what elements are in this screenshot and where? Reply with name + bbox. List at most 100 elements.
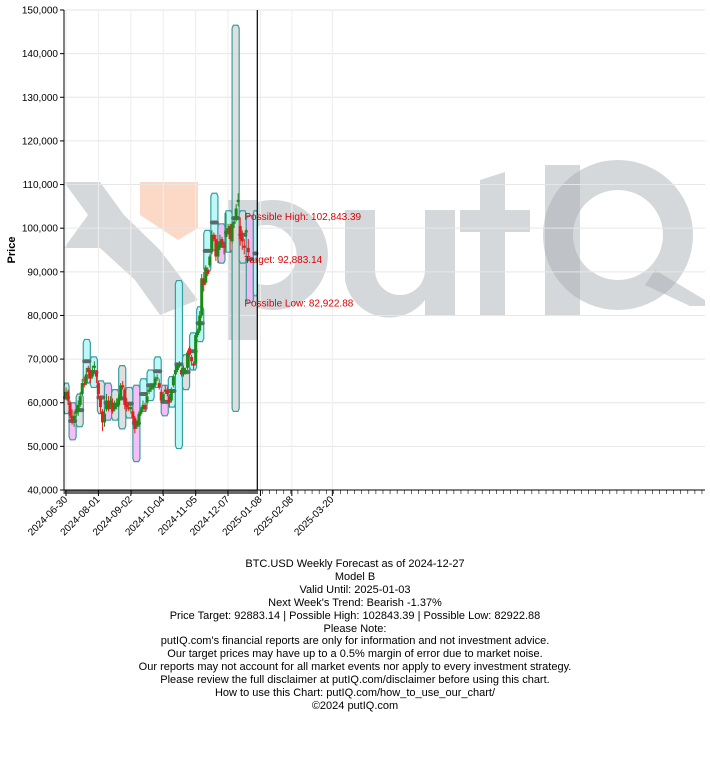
candle-body [78,396,82,405]
candle-body [121,385,125,388]
candle-body [105,400,109,410]
candle-body [226,228,230,231]
candle-body [173,370,177,375]
grid-lines [64,9,705,491]
watermark-q [542,159,694,310]
candle-body [155,377,159,379]
y-tick-label: 60,000 [27,398,58,409]
candle-body [141,404,145,410]
candle-body [210,234,214,253]
y-tick-label: 100,000 [22,224,59,235]
candle-body [220,239,224,244]
candle-body [188,348,192,355]
footer-line: BTC.USD Weekly Forecast as of 2024-12-27 [245,558,465,570]
footer-line: Price Target: 92883.14 | Possible High: … [169,609,541,622]
candle-body [72,415,76,421]
putiq-watermark-logo [64,159,705,340]
footer-line: Our target prices may have up to a 0.5% … [167,648,543,661]
watermark-u [345,210,455,318]
candle-body [242,245,246,248]
candle-body [202,278,206,285]
candle-body [212,234,216,240]
candle-body [236,199,240,202]
candle-body [196,330,200,336]
candle-body [230,223,234,242]
candle-body [216,245,220,257]
candle-body [198,315,202,331]
candle-body [96,383,100,394]
candle-body [74,409,78,414]
x-tick-label: 2025-03-20 [293,494,337,538]
y-tick-label: 150,000 [22,6,59,17]
candle-body [92,365,96,368]
candle-body [109,400,113,405]
candle-body [131,411,135,418]
forecast-annotation: Target: 92,883.14 [244,255,322,266]
candle-body [234,208,238,220]
candle-body [68,402,72,416]
candle-body [157,383,161,388]
candle-body [143,404,147,410]
watermark-x-left [64,182,124,248]
candle-body [204,267,208,283]
candle-body [206,269,210,274]
candle-body [147,389,151,392]
candle-body [153,378,157,386]
y-tick-label: 120,000 [22,136,59,147]
candle-body [240,236,244,242]
candle-body [145,396,149,403]
candle-body [137,413,141,425]
candle-body [98,398,102,408]
candle-body [194,335,198,364]
footer-line: Please review the full disclaimer at put… [160,674,550,687]
candle-body [190,356,194,362]
candle-body [86,367,90,373]
price-candles [64,193,250,434]
y-tick-label: 90,000 [27,267,58,278]
candle-body [125,404,129,408]
candle-body [76,404,80,412]
candle-body [82,383,86,386]
candle-body [135,424,139,427]
candle-body [161,394,165,401]
candle-body [214,239,218,257]
candle-body [129,407,133,410]
candle-body [159,391,163,401]
footer-line: Next Week's Trend: Bearish -1.37% [268,596,442,609]
candle-body [88,372,92,379]
y-tick-label: 80,000 [27,311,58,322]
footer-line: Please Note: [323,622,387,635]
watermark-q-tail [645,270,705,306]
candle-body [100,411,104,423]
y-tick-label: 70,000 [27,355,58,366]
candle-body [232,221,236,224]
candle-body [70,415,74,422]
candle-body [192,363,196,366]
candle-body [66,391,70,401]
candle-body [139,409,143,414]
candle-body [119,385,123,399]
candle-body [175,365,179,370]
candle-body [94,372,98,377]
candle-body [115,402,119,405]
watermark-t [460,172,530,315]
watermark-i [545,165,580,315]
footer-line: Valid Until: 2025-01-03 [299,583,411,596]
y-tick-label: 40,000 [27,486,58,497]
forecast-annotations: Possible High: 102,843.39 Target: 92,883.… [244,212,361,310]
candle-body [224,230,228,237]
candle-body [103,413,107,423]
candle-body [64,391,68,397]
candle-body [184,370,188,373]
candle-body [111,402,115,412]
footer-line: ©2024 putIQ.com [311,699,399,712]
candle-body [149,387,153,390]
candle-body [163,389,167,392]
candle-body [208,256,212,266]
candle-body [228,226,232,240]
candle-body [117,398,121,405]
candle-body [113,404,117,410]
candle-body [218,241,222,248]
candle-body [186,352,190,368]
forecast-chart: Possible High: 102,843.39 Target: 92,883.… [6,6,705,538]
